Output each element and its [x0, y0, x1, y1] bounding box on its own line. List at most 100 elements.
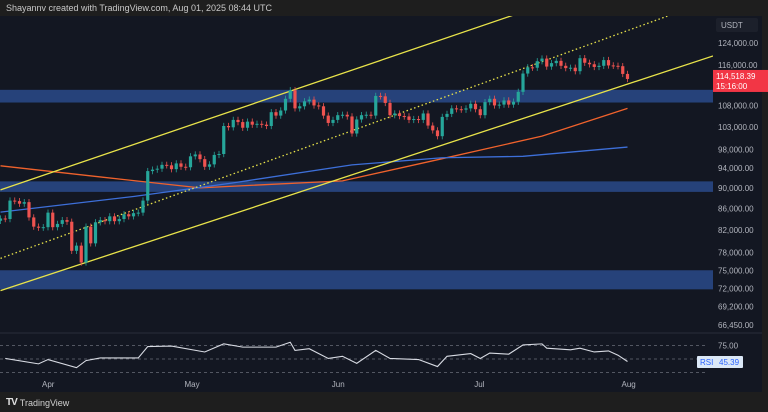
candle	[255, 123, 259, 125]
candle	[279, 110, 283, 116]
candle	[283, 98, 288, 111]
candle	[245, 121, 250, 128]
candle	[236, 119, 240, 123]
candle	[583, 58, 587, 63]
candle	[625, 73, 630, 79]
candle	[184, 166, 188, 168]
candle	[108, 216, 112, 222]
candle	[326, 115, 330, 123]
candle	[174, 163, 178, 170]
chart-panel[interactable]	[0, 16, 762, 392]
candle	[155, 168, 159, 170]
channel-line-solid	[0, 16, 513, 191]
candle	[378, 95, 383, 97]
candle	[412, 119, 416, 121]
price-tick-label: 78,000.00	[718, 249, 754, 258]
candle-countdown: 15:16:00	[716, 82, 748, 91]
candle	[160, 164, 164, 169]
candle	[13, 200, 17, 202]
price-tick-label: 98,000.00	[718, 145, 754, 154]
candle	[464, 108, 468, 110]
candle	[317, 105, 321, 107]
candle	[374, 95, 378, 116]
candle	[74, 245, 79, 251]
time-tick-label: May	[185, 380, 200, 389]
candle	[226, 125, 231, 128]
candle	[459, 109, 463, 111]
candle	[345, 114, 349, 117]
candle	[60, 220, 64, 224]
plot-area	[0, 16, 713, 292]
footer: TV TradingView	[6, 397, 69, 408]
candle	[445, 113, 449, 117]
candle	[397, 113, 402, 117]
support-zone	[0, 270, 713, 290]
candle	[559, 60, 563, 66]
last-price-value: 114,518.39	[716, 72, 756, 81]
price-tick-label: 94,000.00	[718, 164, 754, 173]
candle	[307, 99, 311, 102]
candle	[321, 106, 326, 116]
candle	[70, 221, 74, 251]
candle	[193, 154, 197, 157]
candle	[298, 106, 302, 109]
candle	[568, 67, 573, 69]
candle	[421, 113, 425, 120]
candle	[431, 125, 435, 131]
channel-line-solid	[0, 55, 713, 292]
candle	[388, 102, 392, 116]
candle	[8, 200, 12, 220]
candle	[611, 65, 615, 67]
time-tick-label: Jun	[332, 380, 345, 389]
moving-average-orange	[0, 107, 628, 189]
candle	[131, 213, 136, 217]
candle	[288, 90, 292, 99]
candle	[112, 216, 117, 222]
brand-label[interactable]: TradingView	[19, 397, 70, 408]
candle	[103, 220, 107, 222]
candle	[250, 121, 254, 125]
candle	[260, 123, 264, 125]
candle	[212, 154, 216, 165]
candle	[469, 103, 473, 109]
time-tick-label: Aug	[622, 380, 636, 389]
candle	[554, 60, 558, 64]
candle	[435, 130, 440, 137]
candle	[535, 61, 539, 68]
candle	[55, 223, 60, 228]
candle	[473, 103, 478, 110]
candle	[597, 65, 601, 67]
price-tick-label: 116,000.00	[718, 61, 758, 70]
candle	[127, 214, 131, 217]
candle	[359, 115, 364, 120]
candle	[488, 98, 492, 103]
candle	[526, 67, 530, 74]
candle	[587, 62, 592, 65]
price-tick-label: 82,000.00	[718, 226, 754, 235]
candle	[302, 101, 307, 107]
candle	[511, 101, 516, 105]
candle	[545, 58, 549, 67]
candle	[516, 91, 520, 102]
rsi-label: RSI	[700, 358, 713, 367]
price-tick-label: 86,000.00	[718, 204, 754, 213]
rsi-tick-label: 75.00	[718, 342, 739, 351]
candle	[355, 119, 359, 134]
candle	[383, 96, 387, 103]
candle	[65, 220, 69, 222]
candle	[497, 104, 501, 106]
candle	[188, 156, 193, 168]
candle	[150, 169, 155, 172]
candle	[549, 63, 554, 67]
candle	[274, 112, 278, 116]
candle	[393, 113, 397, 116]
candle	[407, 116, 411, 120]
candle	[507, 100, 511, 105]
candle	[440, 116, 444, 137]
candle	[222, 125, 226, 154]
candle	[426, 113, 430, 126]
candle	[36, 226, 41, 228]
candle	[198, 154, 202, 160]
candle	[179, 163, 183, 167]
